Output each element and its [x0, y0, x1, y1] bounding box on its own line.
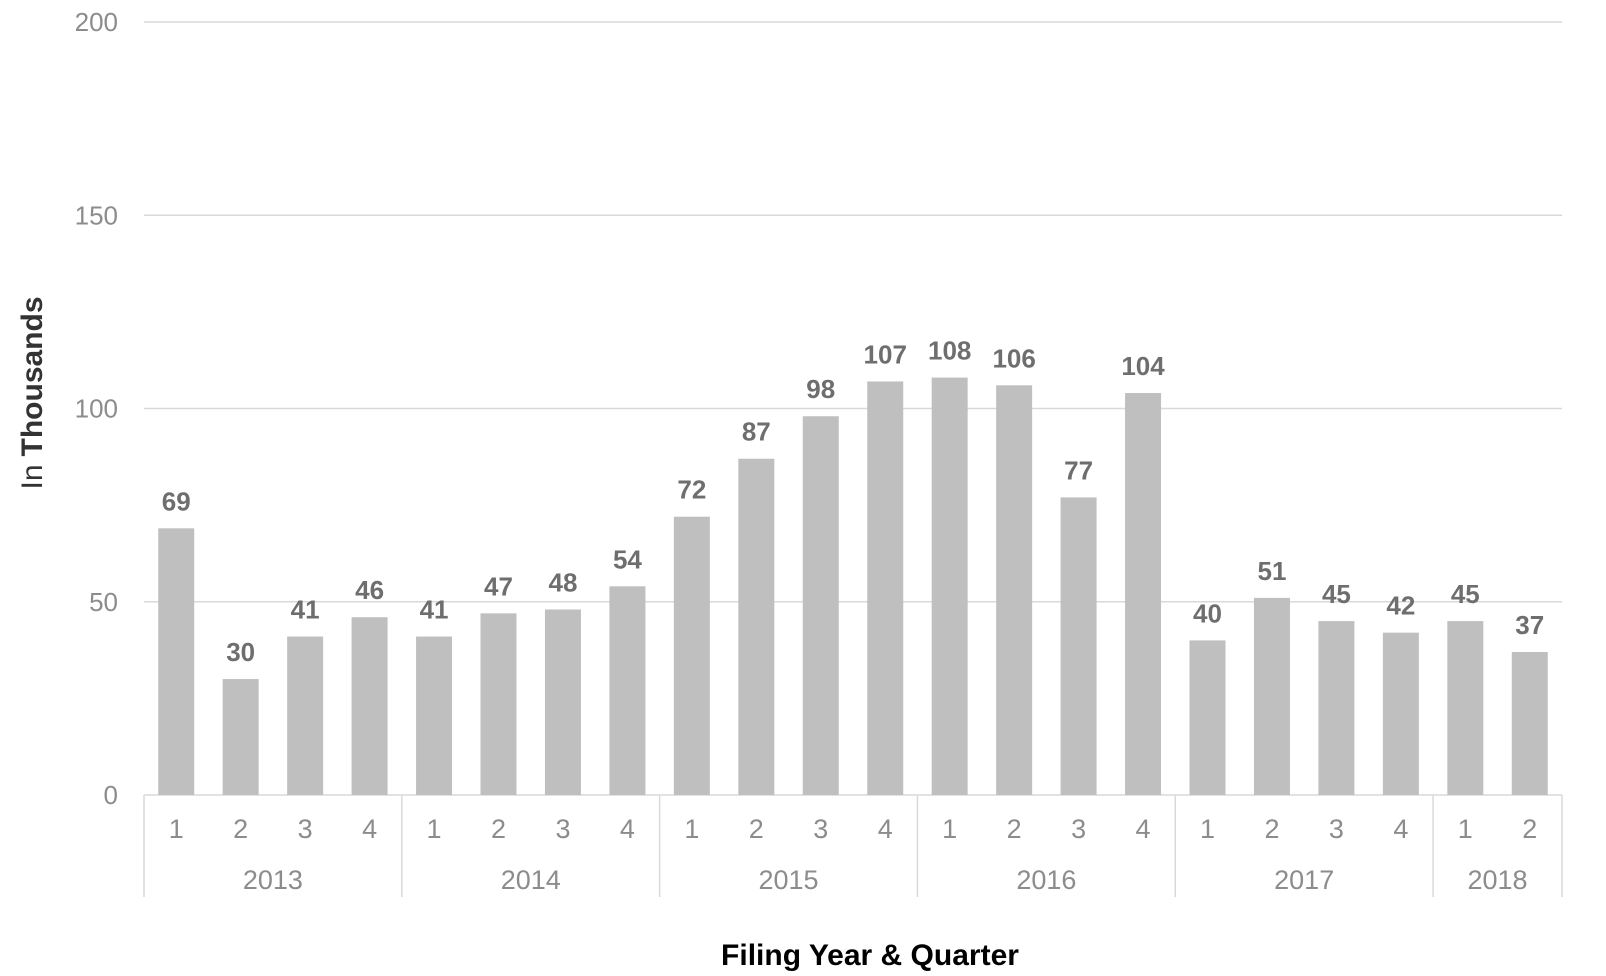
- bar: [996, 385, 1033, 795]
- x-tick-label-quarter: 3: [555, 814, 570, 844]
- data-label: 45: [1451, 579, 1480, 609]
- data-label: 47: [484, 571, 513, 601]
- data-label: 51: [1257, 556, 1286, 586]
- bar: [867, 381, 904, 795]
- x-tick-label-quarter: 4: [1393, 814, 1408, 844]
- x-tick-label-quarter: 1: [1200, 814, 1215, 844]
- x-tick-label-quarter: 4: [1136, 814, 1151, 844]
- bar: [931, 377, 968, 795]
- x-tick-label-quarter: 1: [427, 814, 442, 844]
- x-tick-label-quarter: 2: [1522, 814, 1537, 844]
- bar: [1125, 393, 1162, 795]
- data-label: 108: [928, 336, 971, 366]
- x-tick-label-quarter: 3: [298, 814, 313, 844]
- bar: [416, 636, 453, 795]
- data-label: 46: [355, 575, 384, 605]
- data-label: 106: [992, 343, 1035, 373]
- x-tick-label-quarter: 2: [1264, 814, 1279, 844]
- x-tick-label-quarter: 3: [1071, 814, 1086, 844]
- x-tick-label-quarter: 4: [620, 814, 635, 844]
- x-tick-label-year: 2015: [759, 865, 819, 895]
- x-tick-label-quarter: 1: [169, 814, 184, 844]
- x-tick-label-year: 2013: [243, 865, 303, 895]
- x-tick-label-quarter: 1: [684, 814, 699, 844]
- x-tick-label-quarter: 1: [1458, 814, 1473, 844]
- x-tick-label-quarter: 2: [1007, 814, 1022, 844]
- data-label: 45: [1322, 579, 1351, 609]
- data-label: 104: [1121, 351, 1165, 381]
- x-tick-label-year: 2014: [501, 865, 561, 895]
- data-label: 41: [420, 595, 449, 625]
- x-tick-label-quarter: 4: [362, 814, 377, 844]
- data-label: 77: [1064, 455, 1093, 485]
- x-tick-label-year: 2016: [1016, 865, 1076, 895]
- bar: [1447, 621, 1484, 795]
- bar: [1253, 597, 1290, 795]
- y-tick-label: 0: [104, 780, 118, 810]
- bar: [673, 516, 710, 795]
- y-tick-label: 50: [89, 587, 118, 617]
- y-axis-title-prefix: In: [16, 464, 49, 489]
- data-label: 107: [864, 339, 907, 369]
- x-tick-label-year: 2018: [1468, 865, 1528, 895]
- x-tick-label-quarter: 2: [491, 814, 506, 844]
- bar: [158, 528, 195, 795]
- data-label: 87: [742, 417, 771, 447]
- x-tick-label-quarter: 3: [813, 814, 828, 844]
- bar: [1382, 632, 1419, 795]
- bar: [544, 609, 581, 795]
- bar: [287, 636, 324, 795]
- x-tick-label-quarter: 3: [1329, 814, 1344, 844]
- bar: [609, 586, 646, 795]
- data-label: 30: [226, 637, 255, 667]
- x-tick-label-quarter: 2: [233, 814, 248, 844]
- data-label: 42: [1386, 591, 1415, 621]
- y-axis-title: In Thousands: [16, 296, 49, 489]
- bar: [1511, 651, 1548, 795]
- x-tick-label-quarter: 1: [942, 814, 957, 844]
- bar: [802, 416, 839, 795]
- data-label: 69: [162, 486, 191, 516]
- data-label: 98: [806, 374, 835, 404]
- data-label: 54: [613, 544, 642, 574]
- y-tick-label: 100: [75, 394, 118, 424]
- y-tick-label: 150: [75, 200, 118, 230]
- x-axis-title: Filing Year & Quarter: [721, 939, 1019, 972]
- bar: [738, 458, 775, 795]
- bar: [351, 617, 388, 795]
- bar: [1060, 497, 1097, 795]
- data-label: 48: [548, 567, 577, 597]
- y-axis-title-main: Thousands: [16, 296, 49, 456]
- data-label: 37: [1515, 610, 1544, 640]
- data-label: 40: [1193, 598, 1222, 628]
- data-label: 41: [291, 595, 320, 625]
- y-tick-label: 200: [75, 7, 118, 37]
- bar: [222, 679, 259, 795]
- data-label: 72: [677, 475, 706, 505]
- bar: [480, 613, 517, 795]
- bar: [1189, 640, 1226, 795]
- bar: [1318, 621, 1355, 795]
- x-tick-label-quarter: 4: [878, 814, 893, 844]
- x-tick-label-year: 2017: [1274, 865, 1334, 895]
- svg-text:InThousands: In Thousands: [16, 296, 49, 489]
- x-tick-label-quarter: 2: [749, 814, 764, 844]
